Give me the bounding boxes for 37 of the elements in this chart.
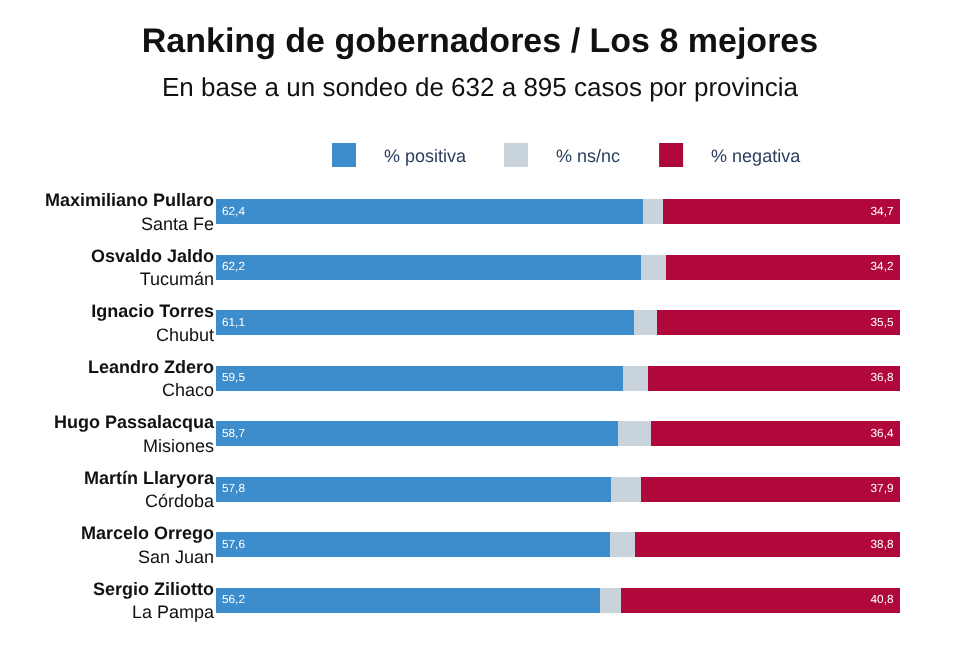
bar	[216, 421, 618, 447]
chart-subtitle: En base a un sondeo de 632 a 895 casos por provincia	[161, 72, 800, 103]
bar	[634, 532, 900, 558]
bar	[216, 254, 642, 280]
bar	[640, 476, 900, 502]
bar	[666, 254, 900, 280]
bar	[216, 532, 610, 558]
y-tick-label: Sergio Ziliotto La Pampa	[93, 578, 215, 623]
bar	[651, 421, 900, 447]
bar	[633, 310, 658, 336]
y-tick-label: Marcelo Orrego San Juan	[80, 523, 215, 567]
bar	[216, 199, 643, 225]
legend-label: % negativa	[711, 146, 801, 167]
bar	[662, 199, 900, 225]
legend-label: % positiva	[384, 146, 467, 167]
y-tick-label: Martín Llaryora Córdoba	[83, 467, 216, 512]
bar	[648, 365, 900, 391]
legend-label: % ns/nc	[556, 146, 622, 167]
bar	[617, 421, 652, 447]
bar	[609, 532, 635, 558]
bar	[216, 310, 634, 336]
y-tick-label: Leandro Zdero Chaco	[87, 356, 215, 401]
bar	[216, 587, 601, 613]
bar	[216, 476, 612, 502]
bar	[641, 254, 667, 280]
y-tick-label: Ignacio Torres Chubut	[91, 301, 215, 345]
bar	[622, 365, 649, 391]
bar	[600, 587, 621, 613]
y-tick-label: Hugo Passalacqua Misiones	[53, 412, 216, 456]
bar	[642, 199, 663, 225]
bar	[657, 310, 900, 336]
bar	[620, 587, 900, 613]
bar	[611, 476, 641, 502]
chart-title: Ranking de gobernadores / Los 8 mejores	[141, 22, 819, 61]
y-tick-label: Maximiliano Pullaro Santa Fe	[44, 190, 215, 234]
bar	[216, 365, 623, 391]
y-tick-label: Osvaldo Jaldo Tucumán	[90, 245, 215, 290]
